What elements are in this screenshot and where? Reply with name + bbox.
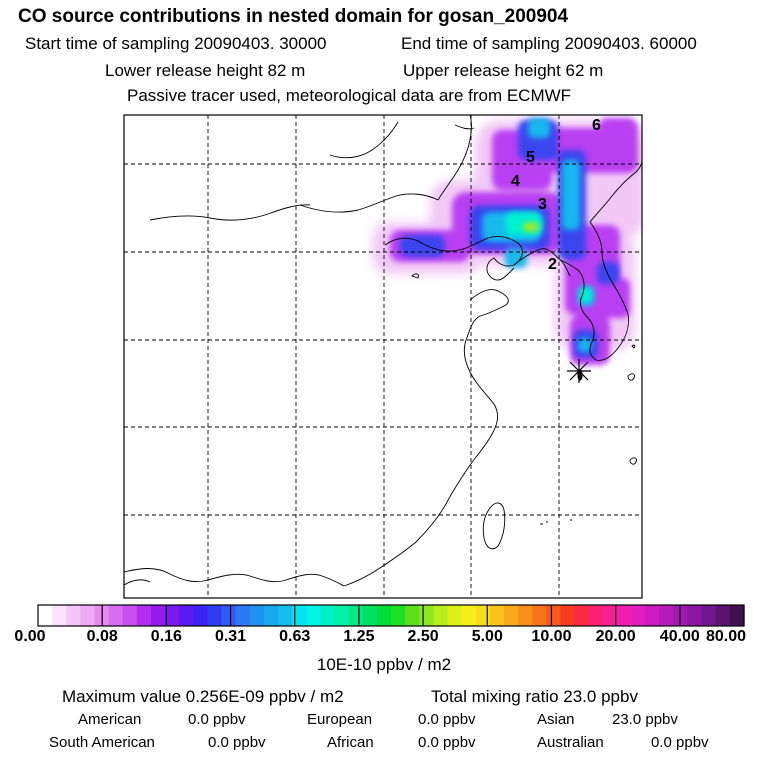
trajectory-label-2: 2 [548,256,557,273]
colorbar-swatch [645,605,660,626]
colorbar-swatch [348,605,364,626]
colorbar-swatch [715,605,731,626]
colorbar-tick-label: 0.16 [150,628,182,645]
colorbar-swatch [263,605,279,626]
upper-release-height: Upper release height 62 m [403,61,604,80]
colorbar-tick-label: 5.00 [471,628,503,645]
lat-lon-grid [124,115,642,598]
region-name-asian: Asian [537,711,575,728]
coastlines [124,115,642,587]
colorbar-swatch [659,605,674,626]
map-frame [123,114,643,599]
colorbar-tick-label: 20.00 [595,628,636,645]
tracer-note: Passive tracer used, meteorological data… [127,86,572,105]
start-time-label: Start time of sampling 20090403. 30000 [25,34,327,53]
colorbar-swatch [433,605,449,626]
colorbar-swatch [136,605,152,626]
colorbar-swatch [631,605,646,626]
trajectory-label-5: 5 [526,149,535,166]
colorbar-tick-label: 1.25 [343,628,375,645]
colorbar-swatch [80,605,96,626]
colorbar-swatch [475,605,491,626]
region-name-australian: Australian [537,734,604,751]
colorbar-swatch [38,605,53,626]
trajectory-label-3: 3 [538,196,547,213]
colorbar-swatch [66,605,81,626]
colorbar-swatch [405,605,420,626]
colorbar-swatch [52,605,67,626]
trajectory-label-6: 6 [592,117,601,134]
colorbar-swatch [602,605,618,626]
colorbar-swatch [687,605,703,626]
receptor-star-icon [567,359,591,383]
colorbar-swatch [292,605,307,626]
colorbar-swatch [334,605,350,626]
region-value-australian: 0.0 ppbv [651,734,709,751]
colorbar-swatch [489,605,505,626]
end-time-label: End time of sampling 20090403. 60000 [401,34,697,53]
colorbar-tick-label: 40.00 [659,628,700,645]
colorbar-tick-label: 2.50 [407,628,439,645]
colorbar-swatch [150,605,166,626]
region-value-american: 0.0 ppbv [188,711,246,728]
colorbar-swatch [532,605,547,626]
colorbar-swatch [108,605,124,626]
colorbar-swatch [419,605,434,626]
colorbar-tick-label: 80.00 [705,628,747,645]
colorbar-frame [37,604,745,627]
region-name-european: European [307,711,373,728]
trajectory-label-4: 4 [511,173,520,190]
colorbar-swatch [588,605,604,626]
region-value-african: 0.0 ppbv [418,734,476,751]
colorbar-swatch [122,605,138,626]
colorbar-swatch [461,605,477,626]
colorbar-swatch [320,605,336,626]
colorbar-swatch [701,605,717,626]
colorbar-swatch [574,605,590,626]
colorbar-tick-label: 0.63 [279,628,311,645]
region-name-african: African [327,734,374,751]
colorbar-tick-label: 0.00 [14,628,46,645]
colorbar-swatch [447,605,463,626]
colorbar-swatch [165,605,180,626]
maximum-value: Maximum value 0.256E-09 ppbv / m2 [62,687,344,706]
colorbar-swatch [518,605,533,626]
colorbar-unit-label: 10E-10 ppbv / m2 [316,655,452,674]
region-name-south-american: South American [49,734,155,751]
colorbar-swatch [616,605,632,626]
colorbar-tick-label: 0.08 [86,628,118,645]
colorbar-swatch [207,605,223,626]
colorbar-swatch [376,605,392,626]
colorbar-swatch [249,605,265,626]
region-name-american: American [78,711,142,728]
colorbar-swatch [729,605,745,626]
source-footprint [372,118,642,365]
region-value-asian: 23.0 ppbv [612,711,678,728]
colorbar-swatch [179,605,194,626]
plot-title: CO source contributions in nested domain… [18,6,569,27]
lower-release-height: Lower release height 82 m [105,61,306,80]
colorbar-swatch [560,605,576,626]
colorbar-tick-label: 10.00 [531,628,572,645]
colorbar-tick-label: 0.31 [214,628,247,645]
colorbar-swatch [546,605,562,626]
colorbar-swatch [503,605,519,626]
colorbar-swatch [362,605,378,626]
colorbar-swatch [391,605,406,626]
total-mixing-ratio: Total mixing ratio 23.0 ppbv [431,687,638,706]
colorbar-swatch [306,605,321,626]
colorbar-swatch [673,605,689,626]
region-value-european: 0.0 ppbv [418,711,476,728]
colorbar [38,605,745,626]
colorbar-swatch [278,605,293,626]
region-value-south-american: 0.0 ppbv [208,734,266,751]
colorbar-swatch [221,605,237,626]
colorbar-swatch [235,605,251,626]
colorbar-swatch [193,605,209,626]
